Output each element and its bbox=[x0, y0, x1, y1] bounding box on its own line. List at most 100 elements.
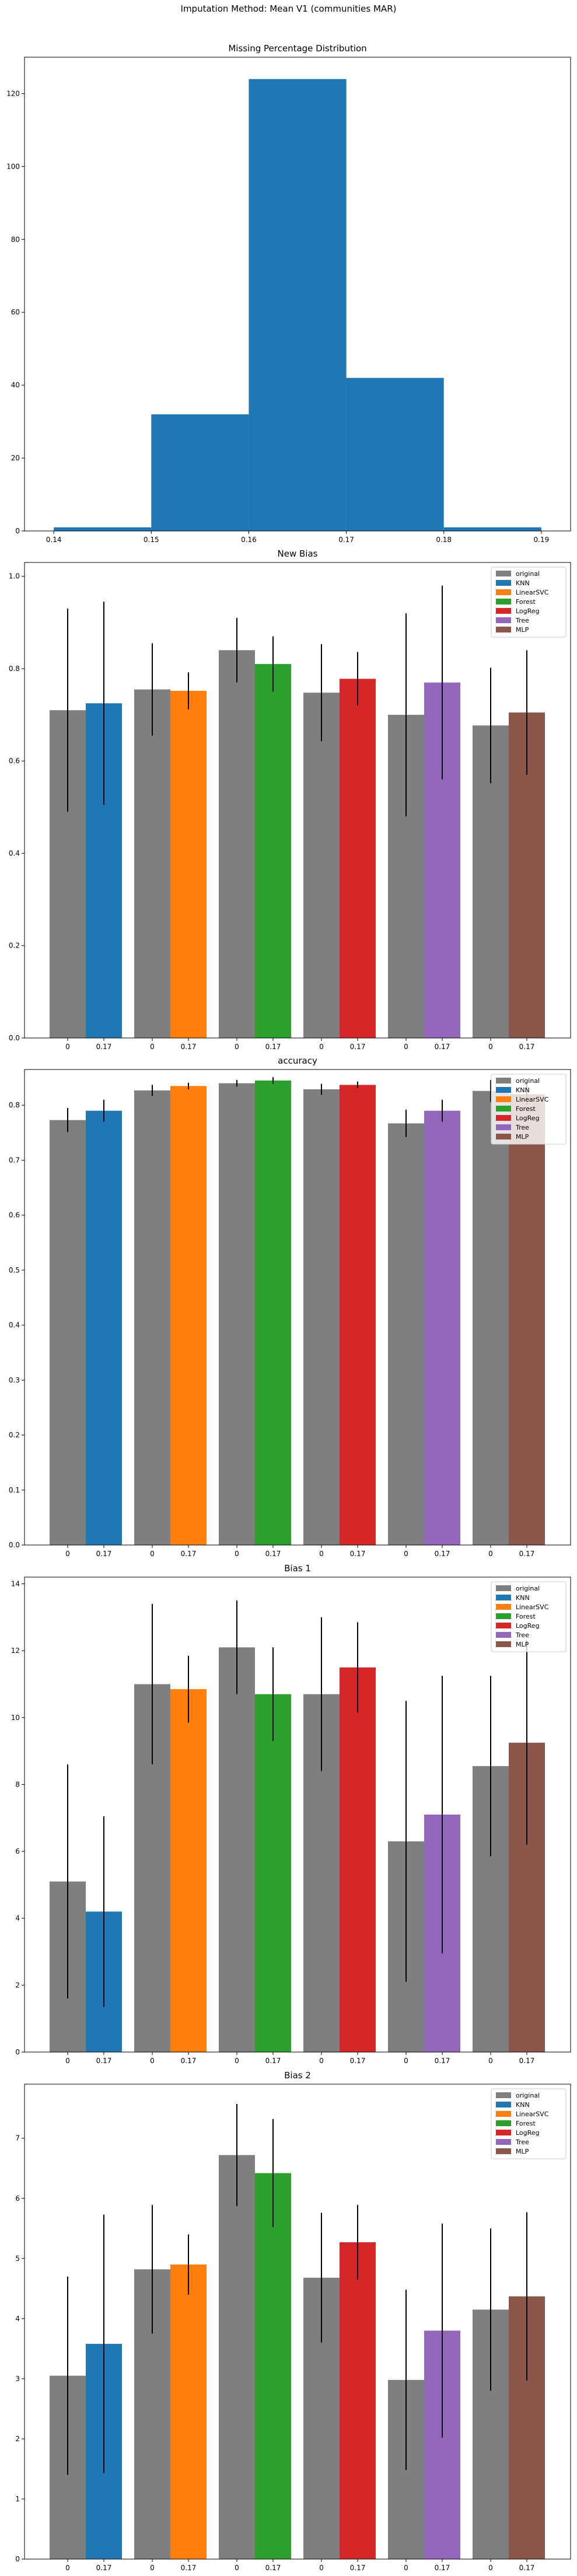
x-tick-label: 0.17 bbox=[265, 2057, 281, 2065]
bar-original bbox=[219, 1083, 255, 1545]
legend-swatch-linearsvc bbox=[496, 2111, 511, 2117]
y-tick-label: 14 bbox=[11, 1579, 20, 1588]
y-tick-label: 0 bbox=[15, 527, 20, 535]
y-tick-label: 0 bbox=[15, 2555, 20, 2563]
y-tick-label: 12 bbox=[11, 1647, 20, 1655]
legend-swatch-forest bbox=[496, 1613, 511, 1619]
x-tick-label: 0.17 bbox=[265, 2564, 281, 2572]
legend-label: LogReg bbox=[516, 607, 540, 615]
legend-label: LinearSVC bbox=[516, 2110, 549, 2118]
x-tick-label: 0 bbox=[404, 2564, 408, 2572]
legend-label: MLP bbox=[516, 626, 529, 634]
legend-swatch-forest bbox=[496, 599, 511, 604]
y-tick-label: 0.1 bbox=[9, 1486, 20, 1494]
legend-label: Tree bbox=[515, 1631, 529, 1639]
y-tick-label: 6 bbox=[15, 2194, 20, 2203]
legend-swatch-tree bbox=[496, 2139, 511, 2145]
chart-title: Bias 2 bbox=[284, 2070, 311, 2081]
x-tick-label: 0 bbox=[235, 2564, 239, 2572]
x-tick-label: 0 bbox=[488, 1550, 493, 1558]
x-tick-label: 0.17 bbox=[181, 2564, 197, 2572]
histogram-bar bbox=[54, 527, 152, 531]
x-tick-label: 0.17 bbox=[350, 2057, 366, 2065]
y-tick-label: 0.0 bbox=[9, 1034, 20, 1042]
bar-linearsvc bbox=[170, 690, 207, 1038]
axes-frame bbox=[24, 57, 571, 532]
chart-title: accuracy bbox=[278, 1055, 317, 1066]
x-tick-label: 0.17 bbox=[519, 2564, 535, 2572]
bar-original bbox=[50, 1120, 86, 1545]
x-tick-label: 0 bbox=[65, 1043, 70, 1051]
chart-title: Missing Percentage Distribution bbox=[228, 43, 366, 54]
x-tick-label: 0.17 bbox=[265, 1550, 281, 1558]
legend-label: KNN bbox=[516, 579, 530, 587]
bar-original bbox=[134, 1090, 170, 1545]
x-tick-label: 0.17 bbox=[350, 1043, 366, 1051]
legend-swatch-forest bbox=[496, 1106, 511, 1112]
chart-title: New Bias bbox=[278, 548, 318, 559]
x-tick-label: 0.15 bbox=[144, 536, 159, 544]
axes-frame bbox=[24, 562, 571, 1039]
legend-swatch-original bbox=[496, 2092, 511, 2098]
legend-label: original bbox=[516, 570, 540, 578]
y-tick-label: 0.6 bbox=[9, 1211, 20, 1219]
x-tick-label: 0 bbox=[319, 1550, 324, 1558]
legend-label: Tree bbox=[515, 617, 529, 624]
y-tick-label: 0.0 bbox=[9, 1541, 20, 1549]
axes-frame bbox=[24, 2084, 571, 2560]
bar-original bbox=[303, 693, 340, 1038]
bar-linearsvc bbox=[170, 1689, 207, 2052]
y-tick-label: 10 bbox=[11, 1714, 20, 1722]
legend-swatch-original bbox=[496, 571, 511, 576]
bar-original bbox=[388, 1123, 424, 1545]
y-tick-label: 3 bbox=[15, 2375, 20, 2383]
legend-label: MLP bbox=[516, 1641, 529, 1648]
legend-label: Forest bbox=[516, 1613, 536, 1620]
x-tick-label: 0 bbox=[319, 2057, 324, 2065]
y-tick-label: 0.4 bbox=[9, 1321, 20, 1329]
bar-original bbox=[219, 1647, 255, 2052]
x-tick-label: 0.17 bbox=[265, 1043, 281, 1051]
bar-forest bbox=[255, 1694, 291, 2052]
y-tick-label: 5 bbox=[15, 2255, 20, 2263]
histogram-bar bbox=[346, 378, 444, 531]
x-tick-label: 0.19 bbox=[533, 536, 549, 544]
x-tick-label: 0 bbox=[404, 1043, 408, 1051]
x-tick-label: 0.17 bbox=[435, 1043, 450, 1051]
legend-label: LinearSVC bbox=[516, 589, 549, 596]
legend-swatch-logreg bbox=[496, 1623, 511, 1628]
x-tick-label: 0.17 bbox=[519, 1550, 535, 1558]
x-tick-label: 0 bbox=[235, 1043, 239, 1051]
bar-logreg bbox=[340, 679, 376, 1038]
bar-forest bbox=[255, 2173, 291, 2559]
y-tick-label: 0.6 bbox=[9, 757, 20, 765]
legend-swatch-tree bbox=[496, 1124, 511, 1130]
legend-swatch-mlp bbox=[496, 1641, 511, 1647]
x-tick-label: 0.17 bbox=[435, 1550, 450, 1558]
legend-label: KNN bbox=[516, 1594, 530, 1602]
x-tick-label: 0.17 bbox=[519, 1043, 535, 1051]
chart-panel-2: New Bias 0.0 0.2 0.4 0.6 0.8 1.0 0 0.17 0 0.17 0 0.1… bbox=[9, 548, 571, 1051]
bar-linearsvc bbox=[170, 2264, 207, 2559]
bar-original bbox=[219, 2155, 255, 2559]
y-tick-label: 4 bbox=[15, 2315, 20, 2323]
y-tick-label: 0.8 bbox=[9, 1101, 20, 1109]
chart-panel-5: Bias 2 0 1 2 3 4 5 6 7 0 0.17 0 0.17 0 0.17 0 0.17 0 0.17 0… bbox=[15, 2070, 571, 2572]
legend-label: MLP bbox=[516, 1133, 529, 1141]
legend-swatch-knn bbox=[496, 2102, 511, 2107]
x-tick-label: 0 bbox=[319, 2564, 324, 2572]
x-tick-label: 0.17 bbox=[519, 2057, 535, 2065]
legend-label: LogReg bbox=[516, 1114, 540, 1122]
histogram-bar bbox=[249, 79, 347, 531]
legend-label: LinearSVC bbox=[516, 1096, 549, 1103]
x-tick-label: 0 bbox=[235, 2057, 239, 2065]
legend-swatch-mlp bbox=[496, 627, 511, 632]
x-tick-label: 0.16 bbox=[241, 536, 257, 544]
y-tick-label: 60 bbox=[11, 308, 20, 316]
y-tick-label: 2 bbox=[15, 2435, 20, 2443]
legend-label: LogReg bbox=[516, 1622, 540, 1630]
x-tick-label: 0 bbox=[65, 2564, 70, 2572]
